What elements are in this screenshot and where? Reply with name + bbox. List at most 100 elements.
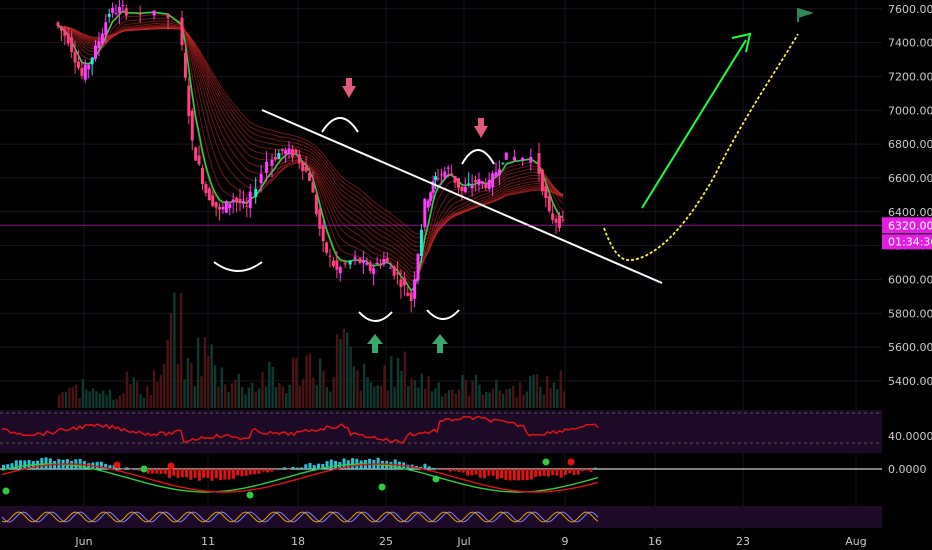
candle-body	[183, 52, 187, 78]
volume-bar	[193, 386, 196, 408]
candle	[166, 13, 170, 30]
volume-bar	[491, 388, 495, 408]
candle-body	[231, 199, 235, 203]
candle-body	[504, 152, 508, 160]
volume-bar	[68, 387, 71, 408]
candle	[214, 201, 218, 217]
candle-body	[431, 181, 435, 193]
candle	[207, 186, 211, 201]
macd-histogram-bar	[206, 469, 210, 479]
volume-bar	[163, 364, 166, 408]
candle-body	[456, 178, 460, 188]
volume-bar	[420, 373, 423, 408]
candle-body	[152, 10, 156, 16]
candle-body	[124, 8, 128, 16]
candle	[124, 4, 128, 20]
candle	[80, 59, 84, 80]
candle	[117, 0, 121, 25]
candle	[254, 177, 258, 204]
candle	[318, 206, 322, 237]
volume-bar	[529, 375, 532, 408]
rounded-bottom	[358, 311, 393, 322]
candle-body	[241, 201, 245, 204]
candle-body	[396, 272, 400, 275]
volume-bar	[98, 393, 102, 408]
candle	[211, 190, 215, 208]
volume-bar	[447, 390, 451, 408]
macd-histogram-bar	[287, 469, 291, 470]
candle-body	[423, 198, 427, 228]
candle-body	[392, 266, 396, 276]
macd-histogram-bar	[185, 469, 189, 478]
price-axis[interactable]: 5400.005600.005800.006000.006200.006400.…	[0, 3, 932, 476]
candle	[540, 168, 544, 196]
candle-body	[325, 242, 329, 253]
candle	[180, 10, 184, 51]
candle-body	[94, 45, 98, 59]
candle-body	[238, 199, 242, 204]
volume-bar	[386, 390, 390, 408]
candle	[204, 181, 208, 197]
macd-cross-dot	[2, 487, 10, 495]
y-tick-label: 6800.00	[888, 138, 932, 151]
candle-body	[409, 292, 413, 302]
macd-histogram-bar	[483, 469, 487, 479]
candle	[224, 200, 228, 214]
volume-bar	[261, 372, 264, 408]
rounded-bottom	[426, 309, 460, 320]
macd-histogram-bar	[138, 469, 142, 471]
oscillator-panel	[0, 410, 882, 453]
volume-bar	[247, 387, 251, 408]
candle	[187, 77, 191, 125]
candle	[474, 175, 478, 192]
candle-body	[114, 13, 118, 15]
countdown-label: 01:34:36	[888, 235, 932, 248]
candle	[491, 170, 495, 196]
candle	[245, 196, 249, 218]
macd-histogram-bar	[300, 467, 303, 469]
volume-bar	[393, 387, 396, 408]
candle	[431, 175, 435, 199]
volume-bar	[440, 396, 444, 408]
ma-ribbon-line	[57, 25, 564, 265]
volume-bar	[217, 386, 220, 408]
rounded-top	[461, 149, 495, 165]
candle-body	[443, 171, 447, 178]
candle-body	[83, 64, 87, 80]
volume-bar	[437, 382, 440, 408]
volume-bar	[315, 385, 318, 408]
volume-bar	[379, 385, 383, 408]
candle-body	[484, 184, 488, 189]
time-axis[interactable]: Jun 11 18 25 Jul 9 16 23 Aug	[74, 535, 866, 548]
candle	[416, 252, 420, 285]
macd-histogram-bar	[146, 469, 150, 474]
macd-histogram-bar	[538, 469, 542, 477]
stochastic-line	[1, 511, 599, 523]
candle	[331, 256, 335, 269]
macd-histogram-bar	[236, 469, 240, 476]
macd-histogram-bar	[214, 469, 218, 479]
stochastic-line	[1, 511, 599, 523]
candle	[238, 188, 242, 212]
volume-bar	[135, 380, 139, 408]
candle-body	[434, 176, 438, 181]
volume-bar	[549, 387, 552, 408]
candle	[557, 211, 561, 232]
candle	[358, 256, 362, 265]
candle	[97, 32, 101, 57]
candle-body	[187, 85, 191, 116]
volume-bar	[545, 375, 549, 408]
macd-histogram-bar	[534, 469, 538, 477]
volume-bar	[112, 399, 115, 408]
down-arrow-icon	[342, 78, 356, 98]
volume-bar	[400, 370, 403, 408]
candle-body	[301, 161, 305, 171]
countdown-tag	[882, 234, 932, 250]
macd-histogram-bar	[257, 469, 261, 474]
candle	[378, 258, 382, 269]
volume-bar	[115, 399, 119, 408]
candle-body	[480, 181, 484, 184]
volume-bar	[383, 365, 386, 408]
candle	[94, 39, 98, 62]
